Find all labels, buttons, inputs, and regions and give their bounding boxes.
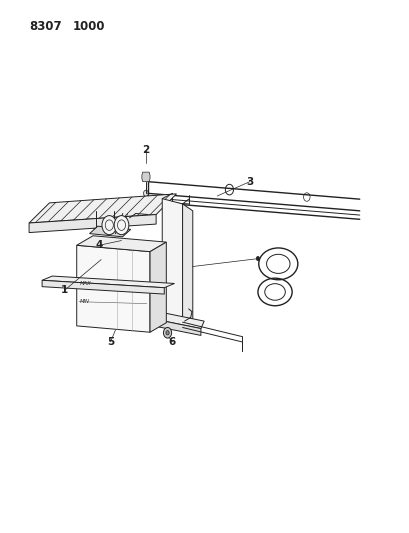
Polygon shape — [162, 199, 182, 322]
Polygon shape — [182, 204, 192, 328]
Text: 1: 1 — [61, 285, 68, 295]
Polygon shape — [76, 236, 166, 252]
Text: 4: 4 — [95, 240, 103, 251]
Text: 3: 3 — [245, 176, 253, 187]
Polygon shape — [76, 245, 150, 332]
Circle shape — [143, 190, 148, 197]
Polygon shape — [29, 194, 176, 223]
Polygon shape — [89, 226, 130, 237]
Text: MAX: MAX — [80, 281, 92, 286]
Polygon shape — [42, 280, 164, 294]
Polygon shape — [29, 215, 156, 232]
Circle shape — [256, 256, 259, 261]
Text: 8307: 8307 — [29, 20, 62, 33]
Text: MIN: MIN — [80, 299, 90, 304]
Circle shape — [114, 216, 128, 235]
Polygon shape — [42, 276, 174, 288]
Text: 6: 6 — [169, 337, 175, 347]
Circle shape — [163, 327, 171, 338]
Polygon shape — [156, 312, 204, 328]
Polygon shape — [150, 242, 166, 332]
Ellipse shape — [93, 223, 126, 232]
Circle shape — [170, 269, 174, 274]
Polygon shape — [142, 172, 150, 182]
Circle shape — [166, 330, 169, 335]
Text: 1000: 1000 — [72, 20, 105, 33]
Circle shape — [102, 216, 116, 235]
Text: 2: 2 — [142, 145, 149, 155]
Polygon shape — [156, 319, 200, 335]
Text: 5: 5 — [107, 337, 114, 347]
